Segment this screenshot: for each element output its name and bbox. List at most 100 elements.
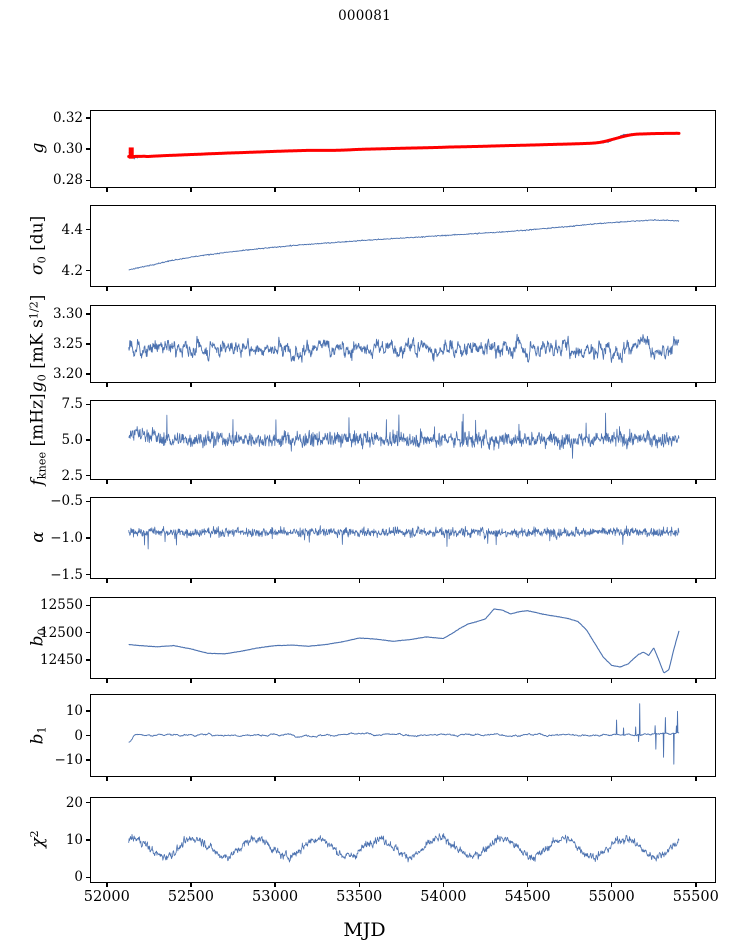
y-tick-label: 0 xyxy=(74,869,83,886)
data-layer xyxy=(128,703,680,765)
y-tick-label: 3.25 xyxy=(52,336,83,352)
y-tick-mark xyxy=(85,117,90,119)
x-tick-mark xyxy=(274,480,276,485)
figure-title: 000081 xyxy=(338,8,391,24)
y-tick-mark xyxy=(85,313,90,315)
x-tick-mark xyxy=(695,679,697,684)
x-tick-mark xyxy=(106,777,108,782)
x-tick-mark xyxy=(526,883,529,888)
y-tick-label: 0.32 xyxy=(52,109,83,126)
x-tick-label: 55500 xyxy=(672,889,719,905)
x-tick-mark xyxy=(442,383,445,388)
x-tick-mark xyxy=(695,383,697,388)
x-tick-mark xyxy=(610,777,613,782)
data-layer xyxy=(128,608,680,674)
plot-panel-b1: −10 0 10 b1 xyxy=(28,694,716,782)
y-tick-mark xyxy=(85,179,90,181)
y-tick-label: 0 xyxy=(74,727,83,744)
series-line-chi2 xyxy=(128,833,680,863)
data-layer xyxy=(128,219,680,271)
x-tick-label: 54000 xyxy=(420,889,467,905)
x-tick-label: 53000 xyxy=(252,889,299,905)
x-tick-mark xyxy=(190,579,192,584)
x-tick-label: 52000 xyxy=(83,889,130,905)
x-tick-mark xyxy=(442,777,445,782)
y-tick-mark xyxy=(85,403,90,405)
y-tick-label: −1.0 xyxy=(50,530,83,546)
x-tick-label: 55000 xyxy=(588,889,635,905)
x-tick-mark xyxy=(106,188,108,193)
x-tick-mark xyxy=(358,883,360,888)
plot-panel-f_knee: 2.5 5.0 7.5 fknee [mHz] xyxy=(28,393,716,485)
data-layer xyxy=(127,131,681,160)
y-tick-mark xyxy=(85,148,90,150)
x-tick-mark xyxy=(526,579,529,584)
plot-panel-b0: 12450 12500 12550 b0 xyxy=(28,597,716,684)
x-tick-mark xyxy=(695,579,697,584)
y-tick-mark xyxy=(85,734,90,737)
x-tick-mark xyxy=(610,383,613,388)
y-tick-label: 0.30 xyxy=(52,141,83,157)
series-line-f_knee xyxy=(128,412,680,459)
series-line-sigma0 xyxy=(128,219,680,271)
x-tick-mark xyxy=(526,383,529,388)
x-tick-mark xyxy=(274,777,276,782)
x-tick-mark xyxy=(526,480,529,485)
x-tick-mark xyxy=(358,188,360,193)
x-tick-mark xyxy=(358,383,360,388)
y-tick-label: −1.5 xyxy=(50,566,83,583)
series-line-b1 xyxy=(128,703,680,765)
series-line-gain-model xyxy=(127,131,681,159)
x-tick-mark xyxy=(695,188,697,193)
x-axis-label: MJD xyxy=(343,919,386,941)
x-tick-mark xyxy=(106,579,108,584)
x-tick-mark xyxy=(274,383,276,388)
x-tick-mark xyxy=(274,679,276,684)
data-layer xyxy=(128,333,680,364)
x-tick-mark xyxy=(695,883,697,888)
y-tick-mark xyxy=(85,801,90,804)
x-tick-mark xyxy=(442,188,445,193)
x-tick-mark xyxy=(442,480,445,485)
y-tick-label: 5.0 xyxy=(61,432,83,448)
y-tick-mark xyxy=(85,475,90,477)
data-layer xyxy=(128,525,680,550)
x-tick-mark xyxy=(526,777,529,782)
x-tick-mark xyxy=(526,188,529,193)
x-tick-mark xyxy=(695,480,697,485)
x-tick-mark xyxy=(610,883,613,888)
y-tick-label: 3.20 xyxy=(52,366,83,382)
series-line-g0 xyxy=(128,333,680,364)
y-tick-mark xyxy=(85,269,90,272)
x-tick-mark xyxy=(190,777,192,782)
x-tick-mark xyxy=(106,383,108,388)
y-tick-label: 7.5 xyxy=(61,396,83,413)
x-tick-mark xyxy=(526,679,529,684)
y-axis-label-chi2: χ2 xyxy=(27,830,49,848)
plot-panel-g0: 3.20 3.25 3.30 g0 [mK s1/2] xyxy=(28,295,716,392)
x-tick-mark xyxy=(106,287,108,292)
axes-frame xyxy=(90,400,716,480)
x-tick-mark xyxy=(442,579,445,584)
x-tick-mark xyxy=(358,480,360,485)
y-tick-mark xyxy=(85,343,90,345)
axes-frame xyxy=(90,205,716,287)
y-tick-mark xyxy=(85,631,90,634)
y-tick-mark xyxy=(85,839,90,841)
y-tick-mark xyxy=(85,710,90,712)
x-tick-mark xyxy=(442,679,445,684)
y-tick-mark xyxy=(85,439,90,441)
y-tick-label: 12550 xyxy=(40,597,83,614)
y-tick-label: −10 xyxy=(54,751,84,768)
y-tick-mark xyxy=(85,500,90,503)
y-tick-mark xyxy=(85,604,90,606)
y-tick-label: 4.4 xyxy=(61,221,83,238)
x-tick-mark xyxy=(695,777,697,782)
x-tick-mark xyxy=(526,287,529,292)
x-tick-mark xyxy=(358,777,360,782)
x-tick-mark xyxy=(610,188,613,193)
y-tick-label: 12450 xyxy=(40,651,83,668)
y-tick-label: 12500 xyxy=(40,624,83,641)
series-line-alpha xyxy=(128,525,680,550)
